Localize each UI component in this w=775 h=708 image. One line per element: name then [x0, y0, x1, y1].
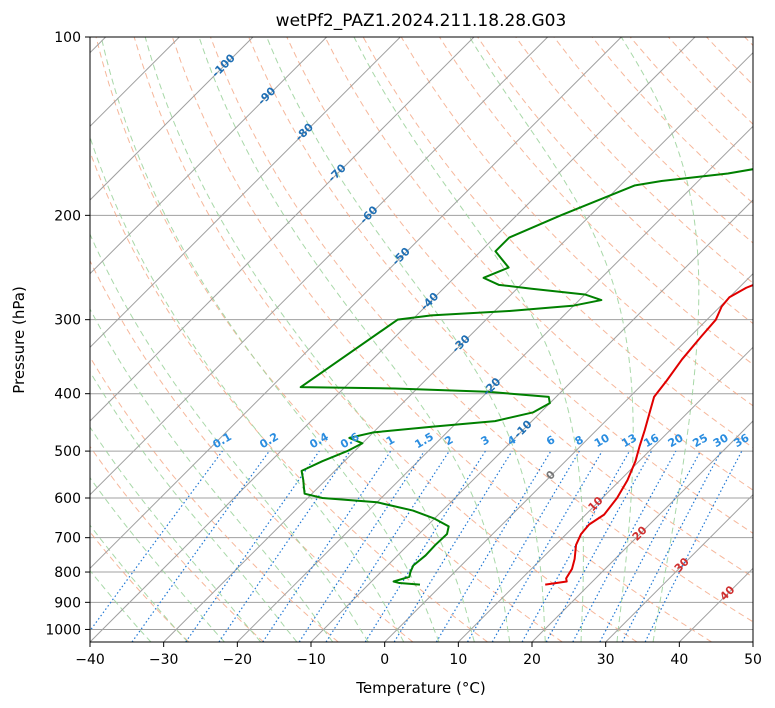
moist-adiabat-line [266, 37, 546, 642]
mixing-ratio-line [90, 450, 223, 632]
isotherm-line [384, 272, 753, 642]
isotherm-line [90, 37, 254, 201]
moist-adiabat-line [90, 370, 298, 642]
moist-adiabat-line [90, 569, 152, 642]
isotherm-line [605, 493, 753, 642]
y-tick-label: 700 [54, 531, 81, 547]
dry-adiabat-line [95, 37, 563, 642]
background-lines [90, 37, 753, 642]
x-tick-label: 20 [523, 652, 541, 668]
moist-adiabat-line [90, 308, 334, 642]
moist-adiabat-line [90, 135, 405, 642]
x-tick-label: 50 [744, 652, 762, 668]
y-tick-label: 300 [54, 313, 81, 329]
plot-frame [89, 36, 754, 643]
temperature-profile [545, 283, 753, 586]
x-axis-label: Temperature (°C) [355, 679, 485, 697]
moist-adiabat-line [90, 426, 262, 642]
x-tick-label: −20 [223, 652, 253, 668]
y-tick-label: 900 [54, 595, 81, 611]
dry-adiabat-line [324, 37, 753, 491]
dewpoint-profile [299, 168, 753, 586]
isotherm-line [90, 37, 696, 642]
mixing-ratio-line [572, 450, 677, 642]
moist-adiabat-line [353, 37, 584, 642]
mixing-ratio-line [185, 450, 320, 642]
y-tick-label: 1000 [45, 622, 81, 638]
x-axis: −40 −30 −20 −10 0 10 20 30 40 50 [75, 642, 762, 668]
mixing-ratio-line [298, 450, 425, 642]
moist-adiabat-line [100, 37, 440, 642]
isotherm-line [457, 346, 753, 642]
dry-adiabat-line [90, 259, 414, 642]
y-tick-label: 800 [54, 565, 81, 581]
mixing-ratio-line [521, 450, 631, 642]
isotherm-line [90, 37, 475, 422]
x-tick-label: 10 [449, 652, 467, 668]
mixing-ratio-line [218, 450, 351, 642]
dry-adiabat-line [515, 37, 753, 284]
isotherm-line [90, 37, 549, 496]
moist-adiabat-line [90, 524, 189, 642]
y-tick-label: 500 [54, 444, 81, 460]
x-tick-label: −40 [75, 652, 105, 668]
moist-adiabat-line [620, 37, 700, 642]
isotherm-line [90, 37, 328, 275]
x-tick-label: 0 [380, 652, 389, 668]
x-tick-label: 40 [670, 652, 688, 668]
mixing-ratio-line [644, 450, 743, 642]
dry-adiabat-line [90, 356, 339, 642]
x-tick-label: −30 [149, 652, 179, 668]
mixing-ratio-line [325, 450, 450, 642]
y-axis: 100 200 300 400 500 600 700 800 900 1000 [45, 30, 90, 638]
y-tick-label: 100 [54, 30, 81, 46]
x-tick-label: 30 [597, 652, 615, 668]
moist-adiabat-line [90, 233, 369, 642]
dry-adiabat-line [286, 37, 753, 534]
x-tick-label: −10 [296, 652, 326, 668]
moist-adiabat-line [198, 37, 511, 642]
y-tick-label: 600 [54, 491, 81, 507]
mixing-ratio-line [262, 450, 392, 642]
data-series [299, 168, 753, 586]
dry-adiabat-line [133, 37, 638, 642]
mixing-ratio-line [131, 450, 270, 642]
y-tick-label: 200 [54, 208, 81, 224]
moist-adiabat-line [469, 37, 634, 642]
isotherm-line [531, 420, 753, 642]
y-axis-label: Pressure (hPa) [10, 286, 28, 394]
isotherm-line [90, 37, 622, 570]
dry-adiabat-line [171, 37, 712, 642]
dry-adiabat-line [210, 37, 753, 623]
dry-adiabat-line [90, 445, 264, 642]
y-tick-label: 400 [54, 387, 81, 403]
moist-adiabat-line [90, 476, 225, 642]
isotherm-line [163, 51, 753, 642]
chart-title: wetPf2_PAZ1.2024.211.18.28.G03 [276, 11, 567, 31]
isotherm-line [236, 125, 753, 642]
isotherm-line [90, 37, 401, 349]
isotherm-line [310, 199, 753, 642]
mixing-ratio-line [545, 450, 653, 642]
moist-adiabat-line [144, 37, 475, 642]
mixing-ratio-line [393, 450, 513, 642]
